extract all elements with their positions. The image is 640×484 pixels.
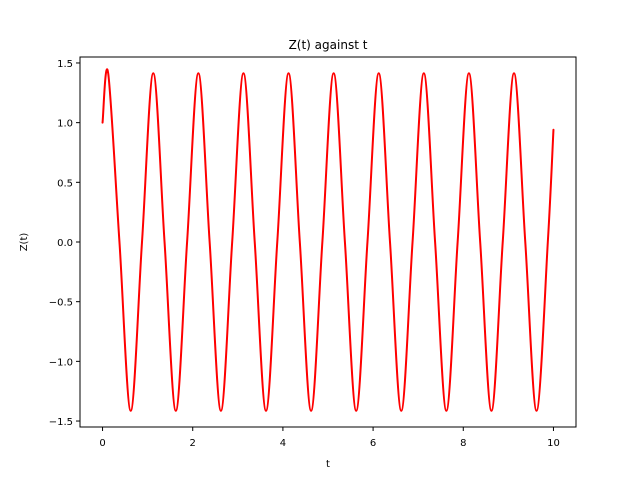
- x-axis-label: t: [326, 459, 330, 470]
- y-tick-label: 1.0: [57, 119, 73, 130]
- ticks-layer: 0 2 4 6 8 10 −1.5 −1.0 −0.5 0.0 0.5 1.0 1.5: [49, 59, 560, 449]
- y-tick-label: 1.5: [57, 59, 73, 70]
- series-line: [101, 68, 555, 412]
- x-tick-label: 4: [280, 438, 286, 449]
- y-tick-label: 0.5: [57, 178, 73, 189]
- plot-layer: [101, 68, 555, 412]
- x-tick-label: 8: [460, 438, 466, 449]
- y-tick-label: −1.5: [49, 417, 73, 428]
- x-tick-label: 6: [370, 438, 376, 449]
- x-tick-label: 2: [190, 438, 196, 449]
- x-tick-label: 0: [99, 438, 105, 449]
- y-axis-label: Z(t): [19, 233, 30, 252]
- chart-title: Z(t) against t: [289, 38, 368, 52]
- y-tick-label: −1.0: [49, 357, 73, 368]
- x-tick-label: 10: [547, 438, 560, 449]
- y-tick-label: −0.5: [49, 298, 73, 309]
- y-tick-label: 0.0: [57, 238, 73, 249]
